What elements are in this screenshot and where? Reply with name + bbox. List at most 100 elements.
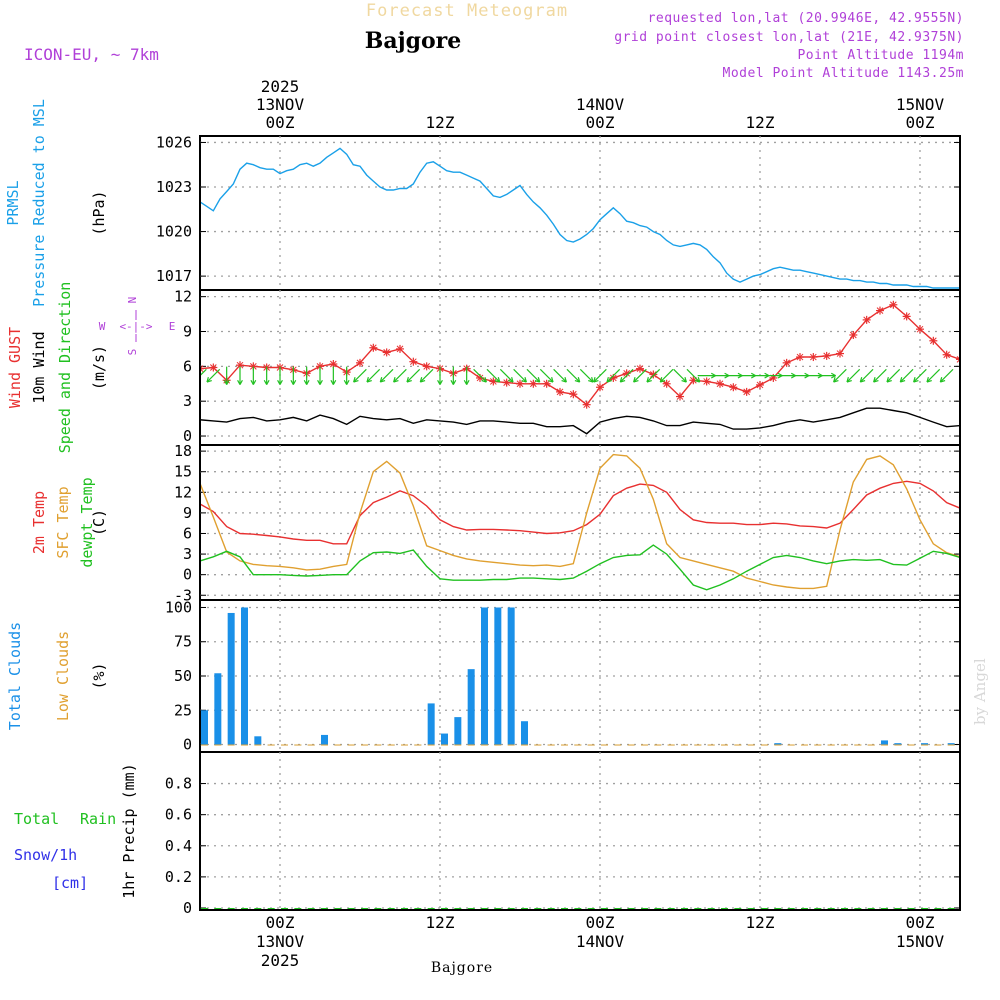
gust-marker	[836, 349, 844, 358]
gust-marker-stroke	[636, 365, 644, 373]
ytick-label: 0	[183, 736, 192, 754]
time-tick-label-top: 00Z	[266, 113, 295, 132]
bar-total-rain	[321, 908, 328, 909]
arrow-head	[694, 380, 700, 383]
gust-marker-stroke	[903, 313, 911, 320]
bar-low-clouds	[481, 744, 488, 746]
time-tick-label-bottom: 13NOV	[256, 932, 305, 951]
ytick-label: 3	[183, 545, 192, 563]
gust-marker	[396, 344, 404, 353]
bar-total-rain	[881, 908, 888, 909]
compass-w: W	[99, 320, 106, 333]
arrow-shaft	[913, 368, 927, 383]
arrow-head	[497, 377, 501, 383]
gust-marker	[716, 379, 724, 388]
arrow-head	[406, 377, 409, 383]
gust-marker	[929, 336, 938, 345]
time-tick-label-top: 00Z	[586, 113, 615, 132]
arrow-head	[494, 380, 500, 383]
arrow-shaft	[379, 368, 394, 383]
gust-marker-stroke	[316, 362, 324, 370]
wind-direction-arrow	[673, 368, 687, 383]
wind-direction-arrow	[223, 366, 230, 385]
bar-total-clouds	[454, 717, 462, 745]
bar-total-rain	[574, 908, 582, 909]
gust-marker-stroke	[609, 374, 617, 382]
arrow-shaft	[579, 368, 594, 383]
line-sfc-temp	[201, 453, 959, 590]
gust-marker-stroke	[569, 390, 577, 398]
bar-low-clouds	[734, 744, 742, 746]
arrow-shaft	[859, 368, 874, 383]
arrow-head	[330, 379, 334, 385]
gust-marker-stroke	[201, 365, 204, 369]
arrow-head	[859, 377, 863, 383]
wind-direction-arrow	[317, 366, 323, 385]
gust-marker	[356, 358, 364, 367]
arrow-shaft	[419, 368, 434, 383]
arrow-head	[332, 379, 337, 385]
bar-total-rain	[387, 908, 395, 909]
bar-total-rain	[307, 908, 315, 909]
bar-low-clouds	[654, 744, 662, 746]
arrow-head	[574, 380, 580, 383]
arrow-head	[606, 377, 609, 383]
arrow-head	[860, 380, 866, 383]
gust-marker	[502, 378, 511, 387]
bar-total-rain	[934, 908, 942, 909]
wind-direction-arrow	[619, 368, 634, 383]
gust-marker	[676, 392, 684, 401]
ytick-label: 3	[183, 392, 192, 410]
gust-marker-stroke	[383, 349, 391, 356]
arrow-head	[660, 380, 666, 383]
bar-total-rain	[374, 908, 382, 909]
bar-total-rain	[534, 908, 542, 909]
compass-mid: <-|->	[119, 320, 152, 333]
bar-total-clouds	[441, 733, 448, 745]
wind-direction-arrow	[330, 366, 337, 385]
gust-marker	[529, 379, 538, 388]
arrow-head	[940, 380, 946, 383]
unit-label: (C)	[90, 509, 108, 536]
bar-total-clouds	[774, 743, 782, 745]
series-label: 10m Wind	[30, 331, 48, 403]
arrow-head	[926, 380, 932, 383]
arrow-shaft	[201, 368, 207, 376]
wind-direction-arrow	[939, 368, 954, 383]
gust-marker	[636, 364, 644, 373]
gust-marker	[956, 356, 959, 363]
gust-marker	[201, 365, 204, 373]
bar-low-clouds	[627, 744, 635, 746]
wind-direction-arrow	[450, 366, 457, 385]
bar-total-rain	[814, 908, 822, 909]
gust-marker	[649, 370, 658, 379]
arrow-head	[681, 380, 687, 383]
wind-direction-arrow	[646, 368, 661, 383]
gust-marker-stroke	[889, 301, 897, 309]
panel-data	[201, 147, 959, 289]
wind-direction-arrow	[899, 368, 914, 383]
time-tick-label-bottom: 15NOV	[896, 932, 945, 951]
wind-direction-arrow	[926, 368, 941, 383]
arrow-head	[290, 379, 294, 385]
gust-marker	[409, 357, 418, 366]
footer-location: Bajgore	[431, 960, 493, 976]
arrow-shaft	[526, 368, 541, 383]
arrow-shaft	[593, 368, 607, 383]
arrow-head	[194, 377, 195, 382]
arrow-head	[237, 379, 241, 385]
arrow-head	[206, 377, 209, 383]
arrow-head	[343, 379, 348, 385]
wind-direction-arrow	[303, 366, 310, 385]
bar-low-clouds	[681, 744, 688, 746]
gust-marker	[569, 390, 578, 399]
bar-total-clouds	[201, 710, 208, 745]
bar-low-clouds	[534, 744, 542, 746]
arrow-head	[419, 377, 423, 383]
gust-marker-stroke	[783, 359, 791, 367]
wind-direction-arrow	[499, 368, 514, 383]
gust-marker-stroke	[663, 380, 671, 388]
bar-low-clouds	[721, 744, 728, 746]
time-tick-label-bottom: 00Z	[266, 913, 295, 932]
arrow-head	[537, 377, 541, 383]
